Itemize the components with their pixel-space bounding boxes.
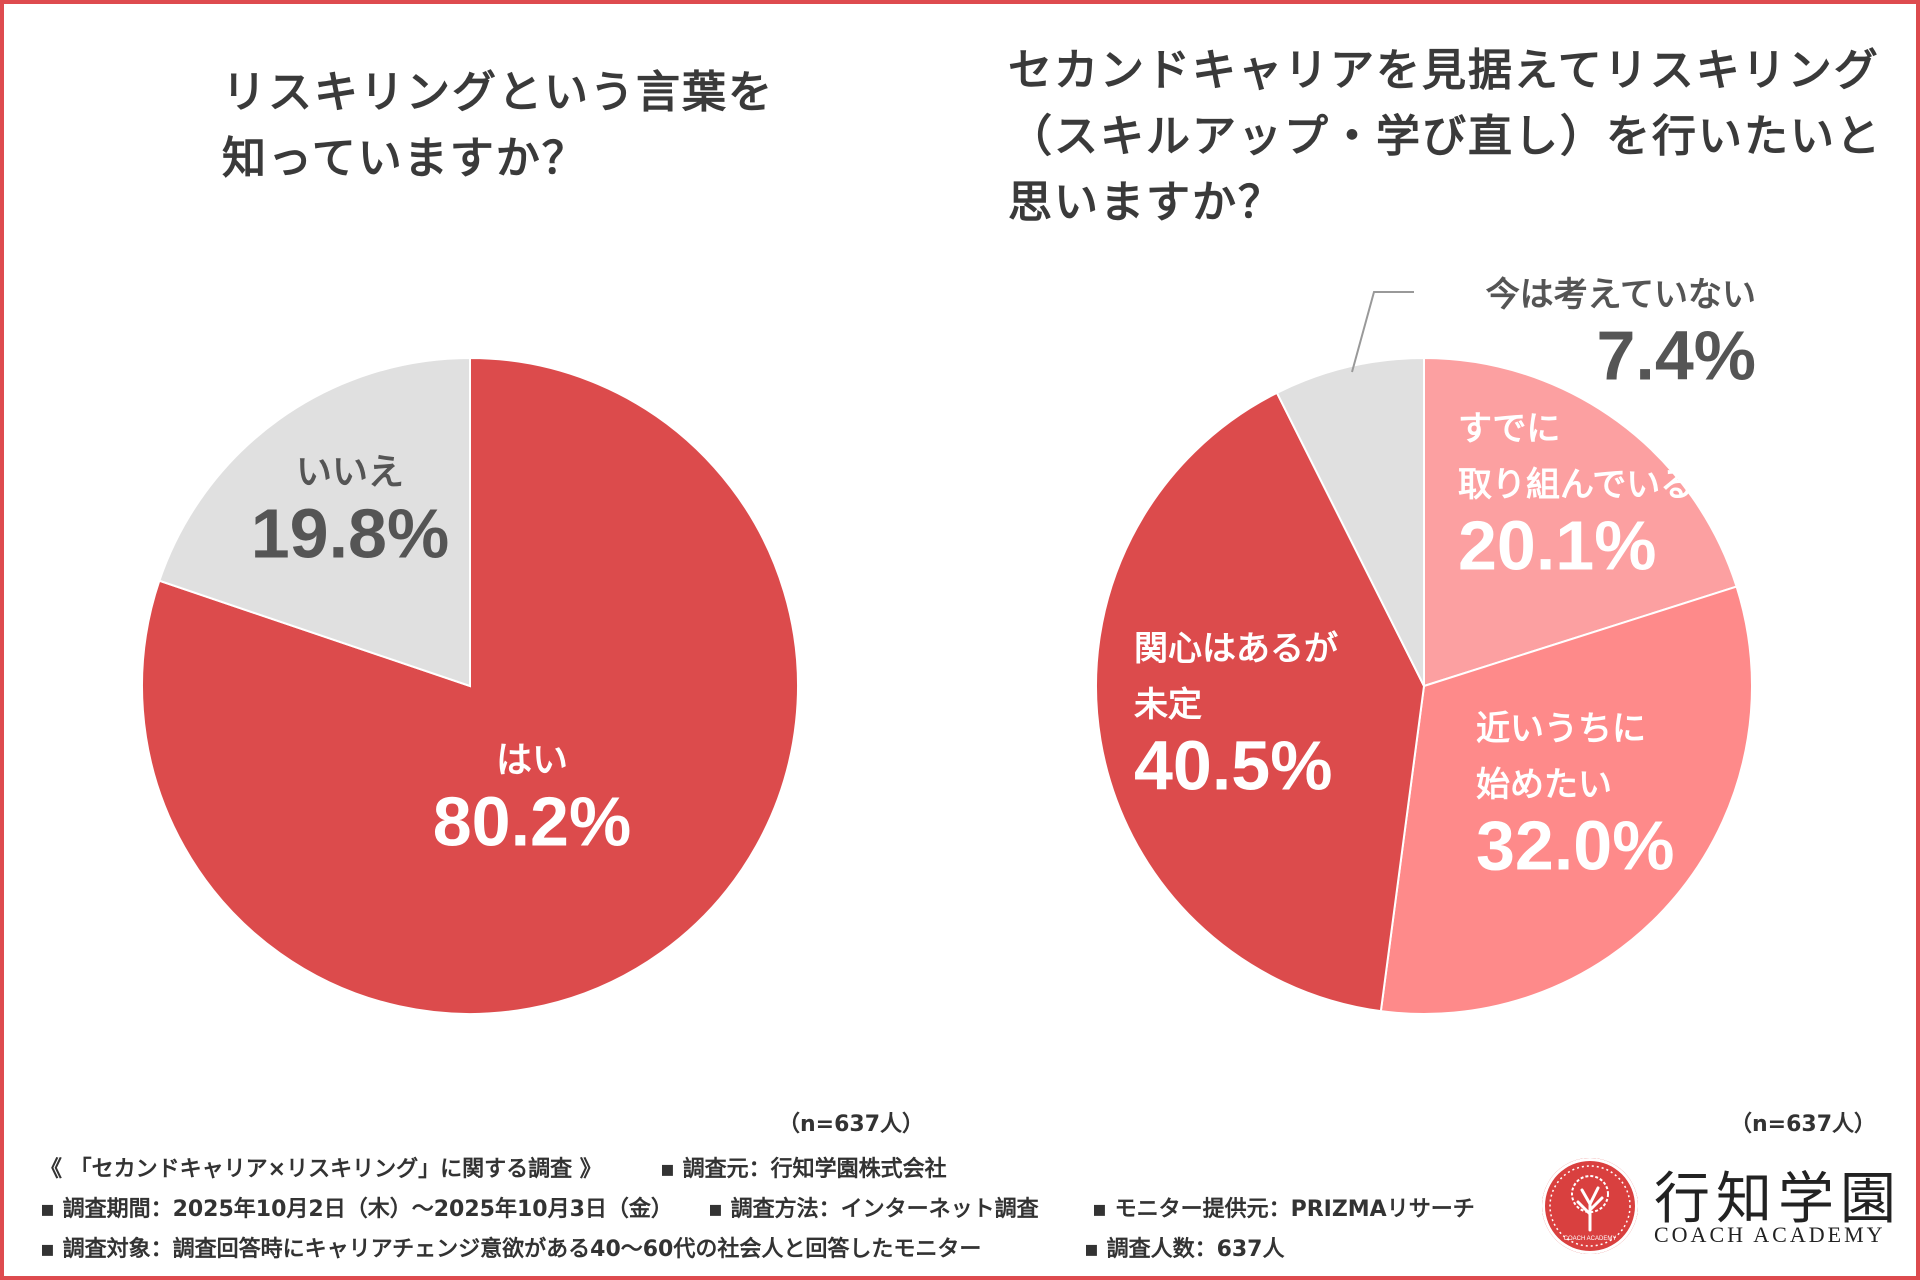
pie-slice-no bbox=[158, 356, 471, 688]
already-percent: 20.1% bbox=[1458, 507, 1656, 585]
tree-emblem-icon: COACH ACADEMY bbox=[1542, 1158, 1638, 1254]
logo-subtitle: COACH ACADEMY bbox=[1654, 1222, 1886, 1247]
chart2-title-line: 思いますか？ bbox=[1008, 177, 1284, 228]
survey-method: ▪ 調査方法：インターネット調査 bbox=[708, 1197, 1039, 1222]
survey-footer: 《 「セカンドキャリア×リスキリング」に関する調査 》 ▪ 調査元：行知学園株式… bbox=[40, 1150, 1520, 1270]
pie-slice-soon bbox=[1379, 585, 1753, 1015]
not-now-label: 今は考えていない bbox=[1486, 275, 1756, 315]
pie-slice-not_now bbox=[1275, 356, 1425, 687]
undecided-label: 未定 bbox=[1134, 685, 1202, 725]
survey-source: ▪ 調査元：行知学園株式会社 bbox=[660, 1157, 947, 1182]
chart2-title-line: セカンドキャリアを見据えてリスキリング bbox=[1008, 45, 1880, 96]
footer-row: ▪ 調査期間：2025年10月2日（木）〜2025年10月3日（金） ▪ 調査方… bbox=[40, 1190, 1520, 1230]
not-now-percent: 7.4% bbox=[1596, 317, 1756, 395]
survey-monitor-provider: ▪ モニター提供元：PRIZMAリサーチ bbox=[1092, 1197, 1475, 1222]
soon-percent: 32.0% bbox=[1476, 807, 1674, 885]
survey-name: 《 「セカンドキャリア×リスキリング」に関する調査 》 bbox=[40, 1157, 602, 1182]
chart1-title: リスキリングという言葉を 知っていますか？ bbox=[222, 60, 774, 192]
footer-row: ▪ 調査対象：調査回答時にキャリアチェンジ意欲がある40〜60代の社会人と回答し… bbox=[40, 1230, 1520, 1270]
soon-label: 近いうちに bbox=[1476, 709, 1646, 749]
already-label: すでに bbox=[1458, 409, 1560, 449]
no-percent: 19.8% bbox=[251, 495, 449, 573]
logo-name: 行知学園 bbox=[1654, 1167, 1902, 1232]
no-label: いいえ bbox=[296, 452, 404, 493]
chart2-title: セカンドキャリアを見据えてリスキリング （スキルアップ・学び直し）を行いたいと … bbox=[1008, 38, 1882, 236]
emblem-text: COACH ACADEMY bbox=[1564, 1236, 1617, 1242]
soon-label: 始めたい bbox=[1476, 765, 1612, 805]
yes-percent: 80.2% bbox=[433, 783, 631, 861]
chart1-sample-size: （n=637人） bbox=[778, 1112, 925, 1137]
yes-label: はい bbox=[496, 740, 568, 781]
survey-count: ▪ 調査人数：637人 bbox=[1084, 1237, 1285, 1262]
undecided-label: 関心はあるが bbox=[1134, 629, 1338, 669]
chart1-title-line: 知っていますか？ bbox=[222, 133, 588, 184]
coach-academy-logo: COACH ACADEMY 行知学園 COACH ACADEMY bbox=[1542, 1158, 1896, 1268]
pie-slice-yes bbox=[141, 356, 799, 1015]
footer-row: 《 「セカンドキャリア×リスキリング」に関する調査 》 ▪ 調査元：行知学園株式… bbox=[40, 1150, 1520, 1190]
survey-period: ▪ 調査期間：2025年10月2日（木）〜2025年10月3日（金） bbox=[40, 1197, 673, 1222]
already-label: 取り組んでいる bbox=[1458, 465, 1694, 505]
pie-slice-already bbox=[1423, 356, 1738, 688]
chart1-title-line: リスキリングという言葉を bbox=[222, 67, 774, 118]
undecided-percent: 40.5% bbox=[1134, 727, 1332, 805]
pie-slice-undecided bbox=[1095, 391, 1426, 1013]
chart2-sample-size: （n=637人） bbox=[1730, 1112, 1877, 1137]
survey-target: ▪ 調査対象：調査回答時にキャリアチェンジ意欲がある40〜60代の社会人と回答し… bbox=[40, 1237, 982, 1262]
not-now-leader-line bbox=[1351, 291, 1414, 373]
chart2-title-line: （スキルアップ・学び直し）を行いたいと bbox=[1008, 111, 1882, 162]
